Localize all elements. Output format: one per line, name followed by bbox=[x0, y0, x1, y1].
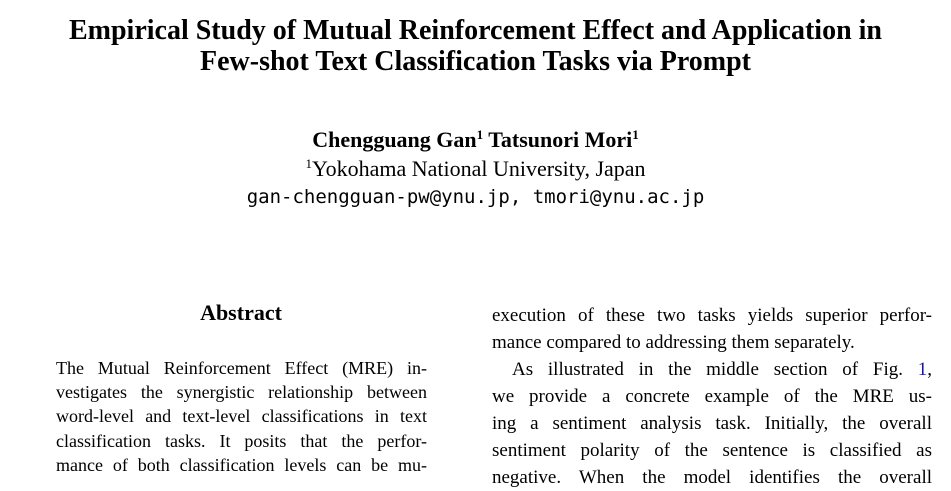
abstract-line: word-level and text-level classification… bbox=[56, 406, 427, 427]
abstract-body: The Mutual Reinforcement Effect (MRE) in… bbox=[56, 356, 427, 477]
figure-reference-link[interactable]: 1 bbox=[917, 359, 928, 380]
abstract-heading: Abstract bbox=[200, 300, 282, 325]
author-list: Chengguang Gan1 Tatsunori Mori1 bbox=[0, 127, 951, 153]
body-line: ing a sentiment analysis task. Initially… bbox=[492, 413, 932, 434]
author-emails: gan-chengguan-pw@ynu.jp, tmori@ynu.ac.jp bbox=[246, 186, 705, 208]
intro-paragraph: execution of these two tasks yields supe… bbox=[492, 302, 932, 491]
title-line-1: Empirical Study of Mutual Reinforcement … bbox=[68, 15, 883, 46]
author-name: Tatsunori Mori bbox=[488, 127, 633, 152]
affiliation-mark: 1 bbox=[476, 127, 484, 142]
affiliation: 1Yokohama National University, Japan bbox=[0, 156, 951, 182]
title-line-2: Few-shot Text Classification Tasks via P… bbox=[200, 46, 751, 77]
abstract-line: vestigates the synergistic relationship … bbox=[56, 382, 427, 403]
abstract-line: classification tasks. It posits that the… bbox=[56, 430, 427, 451]
body-text: , bbox=[927, 359, 932, 380]
body-line: we provide a concrete example of the MRE… bbox=[492, 386, 932, 407]
body-text: As illustrated in the middle section of … bbox=[512, 359, 918, 380]
abstract-line: The Mutual Reinforcement Effect (MRE) in… bbox=[56, 358, 427, 378]
body-line: sentiment polarity of the sentence is cl… bbox=[492, 440, 932, 461]
affiliation-text: Yokohama National University, Japan bbox=[311, 156, 646, 181]
author-name: Chengguang Gan bbox=[312, 127, 477, 152]
affiliation-mark: 1 bbox=[305, 156, 312, 171]
body-line: mance compared to addressing them separa… bbox=[492, 332, 855, 353]
affiliation-mark: 1 bbox=[632, 127, 639, 142]
body-line: negative. When the model identifies the … bbox=[492, 467, 932, 488]
paper-title: Empirical Study of Mutual Reinforcement … bbox=[0, 15, 951, 77]
abstract-line: mance of both classification levels can … bbox=[56, 454, 427, 475]
body-line: execution of these two tasks yields supe… bbox=[492, 305, 932, 326]
body-line: As illustrated in the middle section of … bbox=[492, 356, 932, 383]
